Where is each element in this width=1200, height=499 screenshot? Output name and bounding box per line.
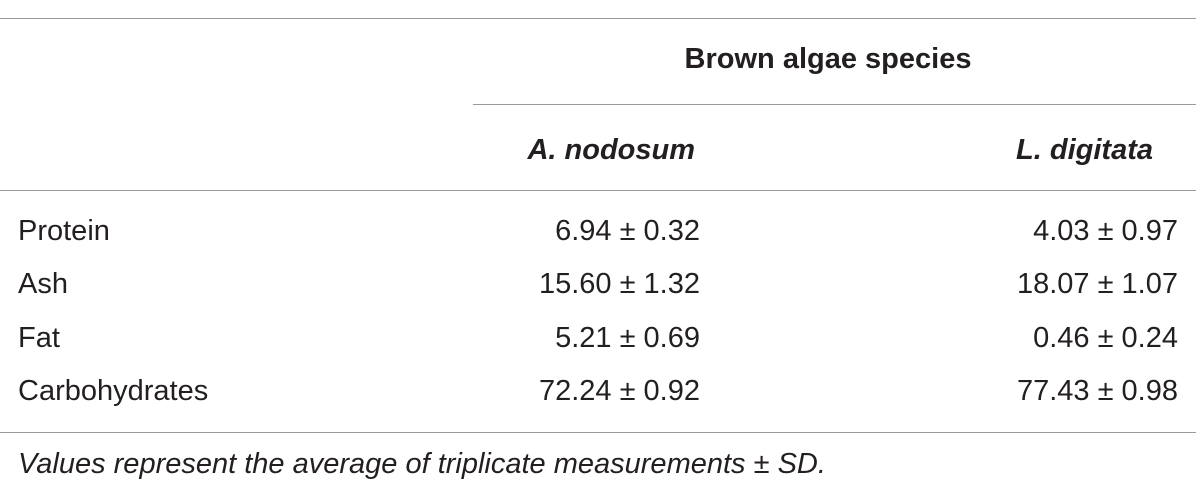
cell-value: 6.94 ± 0.32: [555, 215, 700, 247]
cell-value: 18.07 ± 1.07: [1016, 268, 1178, 301]
cell-value: 72.24 ± 0.92: [538, 374, 700, 407]
group-header: Brown algae species: [684, 43, 972, 75]
bottom-rule: [0, 432, 1196, 433]
column-header: L. digitata: [1016, 134, 1153, 166]
cell-value: 5.21 ± 0.69: [555, 321, 700, 354]
row-label: Protein: [18, 215, 110, 247]
row-label: Ash: [18, 268, 68, 301]
footnote: Values represent the average of triplica…: [18, 448, 826, 480]
column-header: A. nodosum: [527, 134, 695, 166]
top-rule: [0, 18, 1196, 19]
cell-value: 4.03 ± 0.97: [1033, 215, 1178, 247]
cell-value: 77.43 ± 0.98: [1016, 374, 1178, 407]
row-label: Carbohydrates: [18, 374, 209, 407]
cell-value: 0.46 ± 0.24: [1033, 321, 1178, 354]
cell-value: 15.60 ± 1.32: [538, 268, 700, 301]
header-rule: [0, 190, 1196, 191]
row-label: Fat: [18, 321, 60, 354]
group-rule: [473, 104, 1196, 105]
